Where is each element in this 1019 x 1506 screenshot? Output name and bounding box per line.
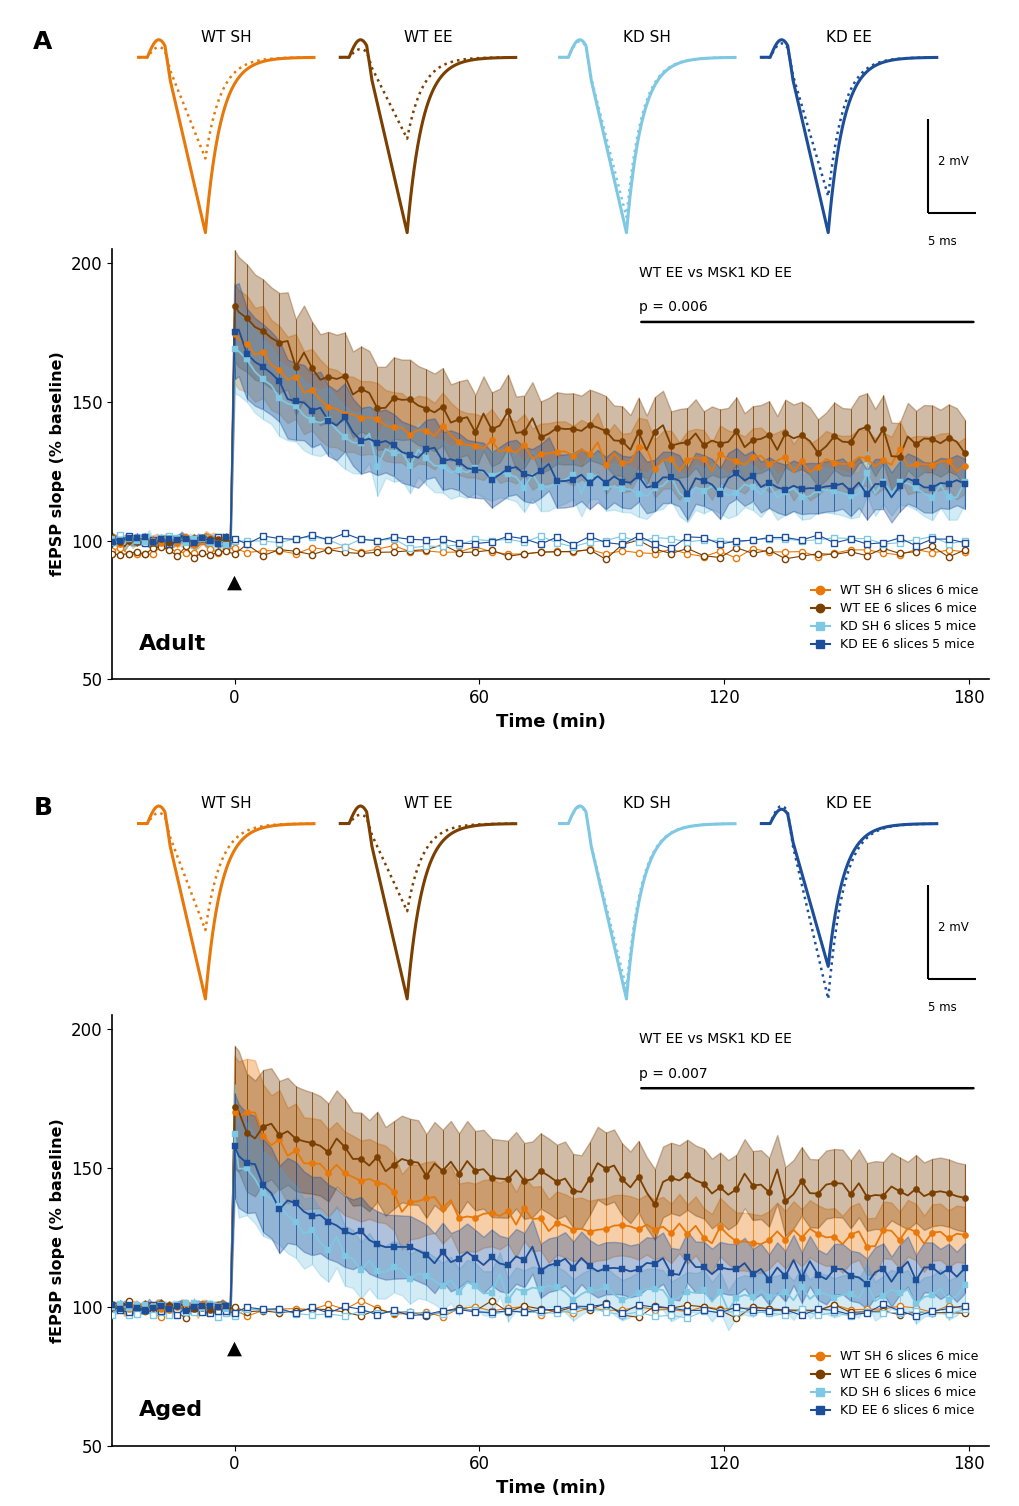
Text: WT EE vs MSK1 KD EE: WT EE vs MSK1 KD EE xyxy=(638,1032,791,1047)
Text: KD EE: KD EE xyxy=(825,30,871,45)
X-axis label: Time (min): Time (min) xyxy=(495,1479,605,1497)
Legend: WT SH 6 slices 6 mice, WT EE 6 slices 6 mice, KD SH 6 slices 5 mice, KD EE 6 sli: WT SH 6 slices 6 mice, WT EE 6 slices 6 … xyxy=(805,578,982,657)
Y-axis label: fEPSP slope (% baseline): fEPSP slope (% baseline) xyxy=(50,1117,65,1343)
Y-axis label: fEPSP slope (% baseline): fEPSP slope (% baseline) xyxy=(50,352,65,577)
Text: WT EE vs MSK1 KD EE: WT EE vs MSK1 KD EE xyxy=(638,267,791,280)
Text: Aged: Aged xyxy=(139,1401,203,1420)
Text: p = 0.007: p = 0.007 xyxy=(638,1066,706,1081)
Text: ▲: ▲ xyxy=(227,1339,242,1358)
Text: B: B xyxy=(34,797,52,821)
Text: A: A xyxy=(34,30,53,54)
Text: p = 0.006: p = 0.006 xyxy=(638,300,706,315)
Text: ▲: ▲ xyxy=(227,572,242,592)
X-axis label: Time (min): Time (min) xyxy=(495,712,605,730)
Legend: WT SH 6 slices 6 mice, WT EE 6 slices 6 mice, KD SH 6 slices 6 mice, KD EE 6 sli: WT SH 6 slices 6 mice, WT EE 6 slices 6 … xyxy=(805,1345,982,1422)
Text: Adult: Adult xyxy=(139,634,206,654)
Text: KD SH: KD SH xyxy=(623,30,671,45)
Text: KD EE: KD EE xyxy=(825,797,871,812)
Text: WT EE: WT EE xyxy=(404,797,451,812)
Text: WT SH: WT SH xyxy=(201,797,252,812)
Text: WT SH: WT SH xyxy=(201,30,252,45)
Text: KD SH: KD SH xyxy=(623,797,671,812)
Text: WT EE: WT EE xyxy=(404,30,451,45)
